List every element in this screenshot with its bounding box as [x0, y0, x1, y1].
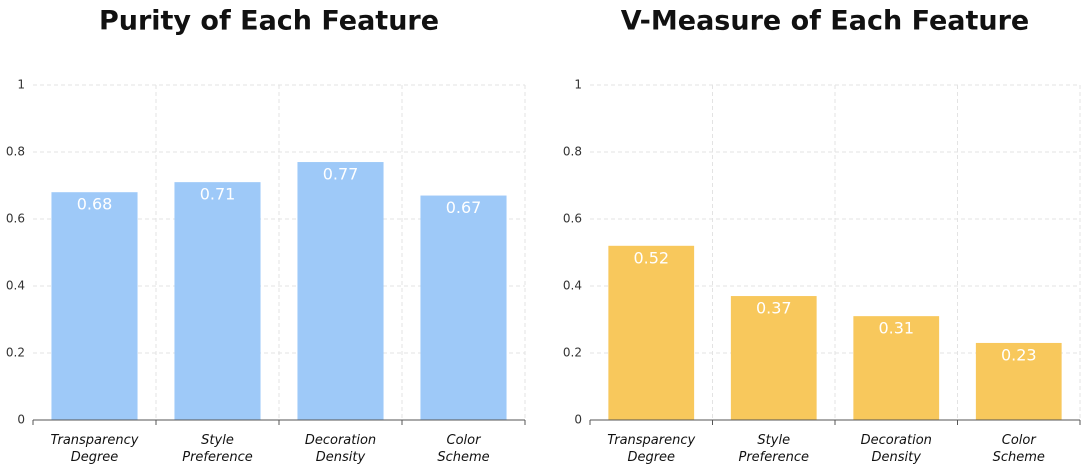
value-label: 0.71: [200, 185, 236, 204]
value-label: 0.52: [633, 248, 669, 267]
y-tick-label: 0: [17, 413, 25, 427]
bar: [975, 342, 1062, 420]
value-label: 0.23: [1001, 345, 1037, 364]
y-tick-label: 0.4: [6, 279, 25, 293]
y-tick-label: 0.4: [563, 279, 582, 293]
bar: [51, 192, 138, 420]
y-tick-label: 0.2: [6, 346, 25, 360]
y-tick-label: 0: [574, 413, 582, 427]
y-tick-label: 0.2: [563, 346, 582, 360]
value-label: 0.68: [77, 195, 113, 214]
x-tick-label: Transparency Degree: [607, 433, 695, 465]
bar: [420, 195, 507, 420]
y-tick-label: 1: [17, 78, 25, 92]
x-tick-label: Transparency Degree: [51, 433, 139, 465]
chart-title: V-Measure of Each Feature: [621, 6, 1029, 37]
x-tick-label: Decoration Density: [305, 433, 376, 465]
bar: [730, 296, 817, 420]
x-tick-label: Style Preference: [182, 433, 252, 465]
x-tick-label: Color Scheme: [993, 433, 1045, 465]
value-label: 0.77: [323, 165, 359, 184]
bar: [297, 162, 384, 421]
y-tick-label: 1: [574, 78, 582, 92]
bar: [608, 245, 695, 420]
bar: [174, 182, 261, 420]
x-tick-label: Decoration Density: [861, 433, 932, 465]
y-tick-label: 0.6: [563, 212, 582, 226]
y-tick-label: 0.6: [6, 212, 25, 226]
x-tick-label: Color Scheme: [437, 433, 489, 465]
value-label: 0.31: [878, 319, 914, 338]
y-tick-label: 0.8: [6, 145, 25, 159]
value-label: 0.67: [446, 198, 482, 217]
bar: [853, 316, 940, 420]
chart-title: Purity of Each Feature: [99, 6, 439, 37]
y-tick-label: 0.8: [563, 145, 582, 159]
x-tick-label: Style Preference: [739, 433, 809, 465]
value-label: 0.37: [756, 299, 792, 318]
